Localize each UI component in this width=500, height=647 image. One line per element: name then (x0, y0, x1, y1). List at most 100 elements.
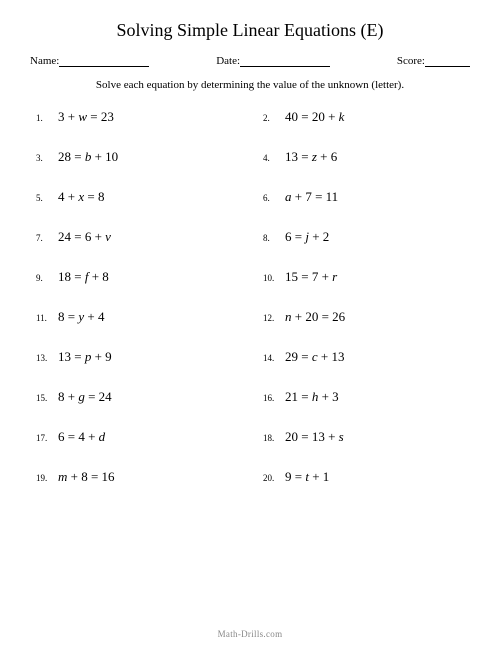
equation: 13 = p + 9 (58, 349, 112, 365)
score-blank[interactable] (425, 55, 470, 67)
problem-number: 20. (263, 473, 285, 483)
equation: 6 = j + 2 (285, 229, 329, 245)
problem-number: 3. (36, 153, 58, 163)
equation-variable: d (99, 429, 106, 444)
equation: 13 = z + 6 (285, 149, 337, 165)
problem-item: 14.29 = c + 13 (263, 349, 470, 365)
problem-number: 11. (36, 313, 58, 323)
problem-number: 14. (263, 353, 285, 363)
score-label: Score: (397, 55, 425, 67)
equation-lhs: 20 = 13 + (285, 429, 339, 444)
equation: m + 8 = 16 (58, 469, 115, 485)
problem-number: 15. (36, 393, 58, 403)
equation-rhs: + 1 (309, 469, 329, 484)
equation: 9 = t + 1 (285, 469, 329, 485)
score-field: Score: (397, 55, 470, 67)
problem-item: 20.9 = t + 1 (263, 469, 470, 485)
equation-lhs: 3 + (58, 109, 78, 124)
equation-lhs: 18 = (58, 269, 85, 284)
problem-item: 10.15 = 7 + r (263, 269, 470, 285)
equation: n + 20 = 26 (285, 309, 345, 325)
footer-text: Math-Drills.com (0, 629, 500, 639)
name-blank[interactable] (59, 55, 149, 67)
equation: 3 + w = 23 (58, 109, 114, 125)
problem-item: 11.8 = y + 4 (36, 309, 243, 325)
equation-rhs: + 6 (317, 149, 337, 164)
problem-item: 12.n + 20 = 26 (263, 309, 470, 325)
equation-variable: s (339, 429, 344, 444)
problem-item: 15.8 + g = 24 (36, 389, 243, 405)
problem-number: 4. (263, 153, 285, 163)
equation-lhs: 28 = (58, 149, 85, 164)
problem-item: 5.4 + x = 8 (36, 189, 243, 205)
equation: 21 = h + 3 (285, 389, 339, 405)
problem-item: 19.m + 8 = 16 (36, 469, 243, 485)
equation: 29 = c + 13 (285, 349, 344, 365)
equation-rhs: = 8 (84, 189, 104, 204)
page-title: Solving Simple Linear Equations (E) (30, 20, 470, 41)
equation: 18 = f + 8 (58, 269, 109, 285)
equation-variable: k (339, 109, 345, 124)
instructions-text: Solve each equation by determining the v… (30, 79, 470, 91)
equation: 8 = y + 4 (58, 309, 104, 325)
equation: a + 7 = 11 (285, 189, 338, 205)
equation-rhs: + 8 (88, 269, 108, 284)
equation-variable: r (332, 269, 337, 284)
date-blank[interactable] (240, 55, 330, 67)
equation-rhs: = 23 (87, 109, 114, 124)
problem-number: 13. (36, 353, 58, 363)
name-field: Name: (30, 55, 149, 67)
equation-lhs: 8 = (58, 309, 78, 324)
problem-number: 1. (36, 113, 58, 123)
equation: 40 = 20 + k (285, 109, 344, 125)
date-field: Date: (216, 55, 330, 67)
problem-number: 7. (36, 233, 58, 243)
equation-lhs: 8 + (58, 389, 78, 404)
problem-item: 1.3 + w = 23 (36, 109, 243, 125)
equation: 4 + x = 8 (58, 189, 104, 205)
problem-item: 4.13 = z + 6 (263, 149, 470, 165)
equation: 20 = 13 + s (285, 429, 344, 445)
problem-item: 6.a + 7 = 11 (263, 189, 470, 205)
problem-number: 9. (36, 273, 58, 283)
problem-number: 16. (263, 393, 285, 403)
equation-rhs: + 20 = 26 (292, 309, 346, 324)
equation-rhs: + 7 = 11 (292, 189, 339, 204)
problem-number: 19. (36, 473, 58, 483)
equation-rhs: + 3 (318, 389, 338, 404)
date-label: Date: (216, 55, 240, 67)
problem-number: 6. (263, 193, 285, 203)
equation-variable: v (105, 229, 111, 244)
problem-number: 2. (263, 113, 285, 123)
problem-number: 12. (263, 313, 285, 323)
problem-item: 8.6 = j + 2 (263, 229, 470, 245)
equation-rhs: = 24 (85, 389, 112, 404)
equation-lhs: 40 = 20 + (285, 109, 339, 124)
problem-item: 3.28 = b + 10 (36, 149, 243, 165)
equation-lhs: 15 = 7 + (285, 269, 332, 284)
equation-lhs: 13 = (58, 349, 85, 364)
problem-item: 2.40 = 20 + k (263, 109, 470, 125)
equation-lhs: 9 = (285, 469, 305, 484)
equation: 8 + g = 24 (58, 389, 112, 405)
equation-variable: w (78, 109, 87, 124)
equation-variable: m (58, 469, 67, 484)
equation-lhs: 4 + (58, 189, 78, 204)
problem-number: 8. (263, 233, 285, 243)
equation-rhs: + 2 (309, 229, 329, 244)
problem-item: 7.24 = 6 + v (36, 229, 243, 245)
problem-number: 18. (263, 433, 285, 443)
header-row: Name: Date: Score: (30, 55, 470, 67)
equation-lhs: 13 = (285, 149, 312, 164)
equation-rhs: + 9 (91, 349, 111, 364)
equation-lhs: 6 = 4 + (58, 429, 99, 444)
equation: 28 = b + 10 (58, 149, 118, 165)
problem-item: 17.6 = 4 + d (36, 429, 243, 445)
equation-rhs: + 4 (84, 309, 104, 324)
equation: 24 = 6 + v (58, 229, 111, 245)
name-label: Name: (30, 55, 59, 67)
problem-item: 16.21 = h + 3 (263, 389, 470, 405)
equation: 6 = 4 + d (58, 429, 105, 445)
equation-rhs: + 13 (318, 349, 345, 364)
equation-lhs: 21 = (285, 389, 312, 404)
